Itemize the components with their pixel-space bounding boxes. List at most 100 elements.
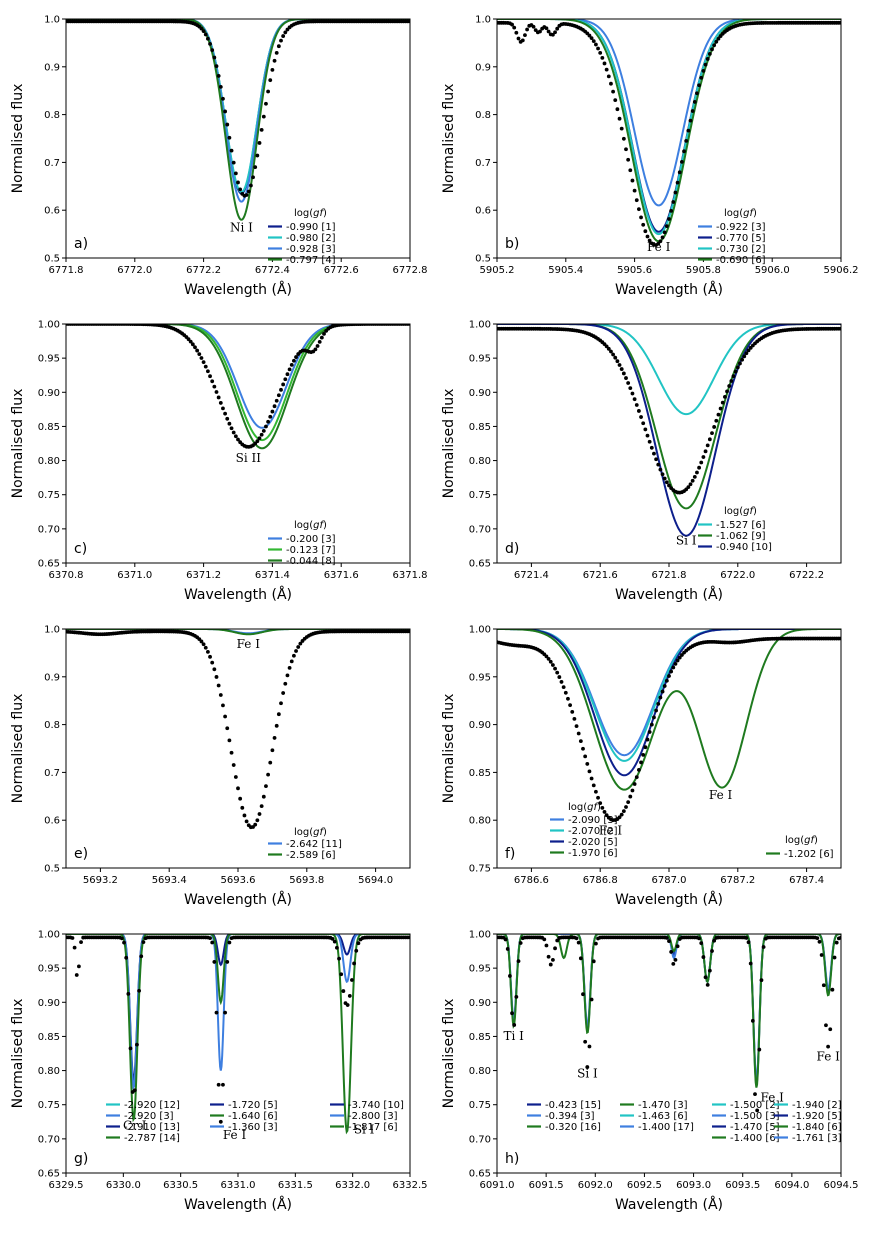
observed-point [589,776,594,781]
legend-entry: -1.970 [6] [568,848,618,859]
y-tick-label: 0.80 [38,456,60,467]
x-axis-label: Wavelength (Å) [615,1196,723,1213]
x-tick-label: 6771.8 [49,265,84,276]
legend-entry: -1.400 [6] [730,1133,780,1144]
plot-area-g [66,934,410,1135]
observed-point [322,331,326,336]
observed-point [630,788,635,793]
observed-point [660,689,665,694]
observed-point [626,381,631,385]
observed-point [227,940,232,945]
observed-point [697,936,701,941]
x-tick-label: 6371.6 [324,570,359,581]
panel-label: d) [505,541,519,557]
observed-point [548,659,553,664]
observed-point [572,716,577,721]
y-tick-label: 0.9 [475,62,491,73]
model-line-a [66,19,410,194]
panel-b: 5905.2 5905.4 5905.6 5905.8 5906.0 5906.2 0.5 0… [441,15,859,299]
observed-point [604,67,609,72]
observed-point [705,982,710,987]
y-tick-label: 1.00 [38,320,60,331]
observed-point [731,374,736,379]
x-tick-label: 5906.0 [755,265,790,276]
model-line-c [66,324,410,442]
observed-point [641,752,646,757]
observed-point [190,342,195,347]
y-tick-label: 0.8 [44,110,60,121]
observed-point [201,29,206,34]
observed-point [757,1047,762,1052]
x-tick-label: 6371.8 [393,570,428,581]
x-tick-label: 6772.4 [255,265,290,276]
observed-point [585,762,590,766]
observed-point [199,26,204,31]
observed-point [667,483,671,488]
observed-point [615,359,620,364]
observed-point [508,974,512,978]
observed-point [229,148,234,153]
observed-point [667,217,671,221]
observed-point [628,168,633,173]
observed-point [74,973,79,977]
observed-point [555,670,560,675]
observed-point [658,239,663,244]
observed-point [714,39,719,44]
observed-point [285,372,290,377]
observed-point [188,339,193,344]
observed-point [686,128,691,133]
observed-point [819,953,824,957]
model-line-b [497,19,841,243]
observed-point [339,972,344,977]
observed-point [566,696,570,701]
observed-point [671,961,676,966]
observed-point [210,48,215,52]
observed-point [210,940,215,945]
observed-point [544,26,549,31]
observed-point [272,736,277,740]
x-tick-label: 6721.6 [583,570,618,581]
observed-point [634,403,639,407]
panel-label: h) [505,1151,519,1167]
observed-point [643,427,648,432]
observed-point [77,964,81,969]
observed-point [649,445,654,450]
observed-point [292,653,296,658]
model-line-a [66,19,410,221]
observed-point [227,738,232,743]
observed-point [124,955,129,960]
observed-point [221,703,225,708]
y-tick-label: 0.90 [469,388,491,399]
observed-point [137,988,142,993]
legend-entry: -1.640 [6] [228,1111,278,1122]
legend-entry: -0.797 [4] [286,255,336,266]
observed-point [512,1023,517,1027]
observed-point [733,369,738,374]
x-tick-label: 6787.0 [652,875,687,886]
observed-point [266,772,270,777]
y-tick-label: 0.7 [475,158,491,169]
observed-point [212,55,217,60]
panel-label: b) [505,236,519,252]
panel-label: a) [74,236,88,252]
observed-point [609,81,613,86]
observed-point [591,783,596,788]
observed-point [690,478,695,483]
observed-point [289,659,294,664]
observed-point [199,639,204,644]
line-id-label: Fe I [223,1128,247,1142]
observed-point [576,731,581,736]
observed-point [830,987,835,992]
observed-point [710,47,714,52]
y-tick-label: 0.95 [469,672,491,683]
legend-entry: -1.500 [3] [730,1111,780,1122]
legend-title: log(gf) [724,506,757,517]
observed-point [257,436,262,441]
observed-point [613,98,618,103]
observed-point [645,234,650,239]
axes-frame-b [496,18,842,259]
observed-point [516,36,521,41]
observed-point [624,376,628,380]
observed-point [587,33,592,38]
legend-entry: -0.940 [10] [716,542,772,553]
